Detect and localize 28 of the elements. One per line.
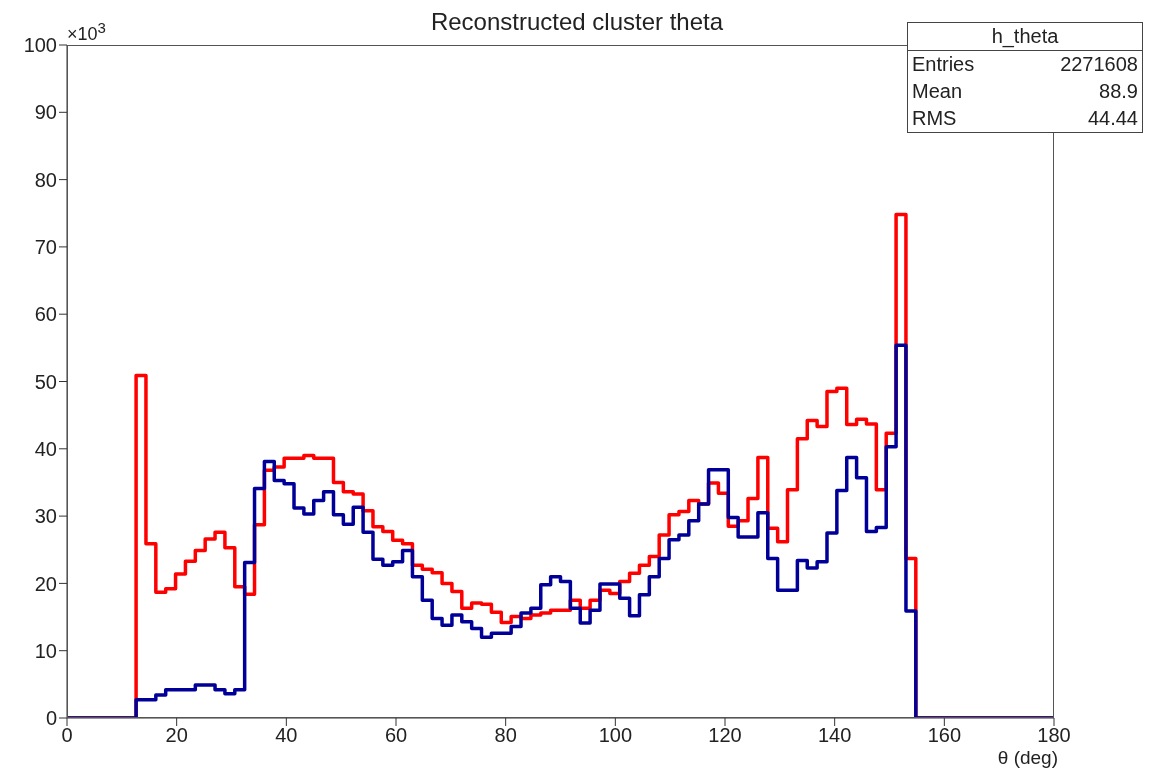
text: ×10$^{3}$ bbox=[67, 19, 106, 45]
x-tick-label: 140 bbox=[817, 724, 852, 747]
x-tick-label: 0 bbox=[61, 724, 73, 747]
x-tick-label: 160 bbox=[927, 724, 962, 747]
x-tick-label: 60 bbox=[384, 724, 408, 747]
annotation: h_theta bbox=[908, 23, 1142, 51]
x-axis-title: θ (deg) bbox=[997, 746, 1058, 770]
chart-title: Reconstructed cluster theta bbox=[430, 8, 724, 35]
x-tick-label: 20 bbox=[165, 724, 188, 747]
y-tick-label: 20 bbox=[34, 572, 57, 595]
y-tick-label: 70 bbox=[34, 236, 57, 258]
y-tick-label: 10 bbox=[34, 639, 57, 662]
text: RMS 44.44 bbox=[912, 107, 1138, 129]
x-tick-label: 80 bbox=[494, 724, 517, 747]
y-tick-label: 30 bbox=[34, 505, 57, 528]
y-tick-label: 0 bbox=[45, 707, 57, 730]
y-tick-label: 90 bbox=[34, 101, 57, 124]
y-tick-label: 60 bbox=[34, 303, 57, 326]
text: Mean 88.9 bbox=[912, 80, 1138, 102]
y-tick-label: 50 bbox=[34, 370, 57, 393]
y-tick-label: 100 bbox=[23, 34, 57, 57]
x-tick-label: 120 bbox=[708, 724, 742, 747]
x-tick-label: 180 bbox=[1037, 724, 1071, 747]
y-tick-label: 80 bbox=[34, 168, 57, 191]
x-tick-label: 40 bbox=[275, 724, 298, 747]
y-tick-label: 40 bbox=[34, 437, 57, 460]
x-tick-label: 100 bbox=[598, 724, 633, 747]
text: Entries 2271608 bbox=[912, 53, 1138, 75]
